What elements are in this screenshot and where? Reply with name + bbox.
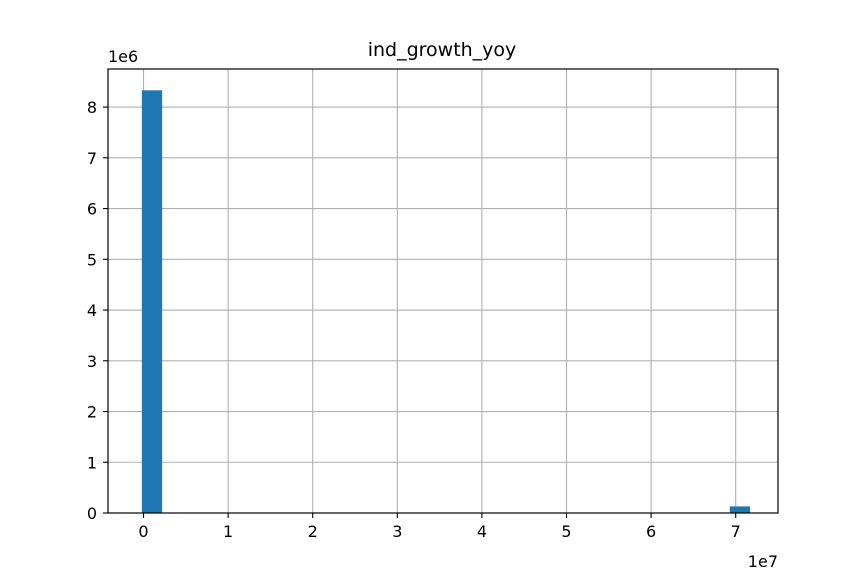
y-tick: 0 — [87, 504, 108, 523]
x-tick-label: 1 — [223, 522, 233, 541]
y-tick: 7 — [87, 149, 108, 168]
y-tick-label: 4 — [87, 301, 97, 320]
x-tick: 0 — [138, 513, 149, 541]
histogram-bars — [141, 90, 751, 513]
y-tick: 3 — [87, 352, 108, 371]
y-tick-label: 0 — [87, 504, 97, 523]
y-tick-label: 8 — [87, 98, 97, 117]
y-tick: 1 — [87, 453, 108, 472]
x-axis: 0 1 2 3 4 5 6 7 — [138, 513, 741, 541]
x-tick-label: 0 — [138, 522, 148, 541]
x-offset-label: 1e7 — [748, 552, 778, 571]
x-tick-label: 6 — [646, 522, 656, 541]
histogram-bar — [141, 90, 163, 513]
x-tick: 6 — [646, 513, 656, 541]
x-tick-label: 4 — [477, 522, 487, 541]
x-tick: 2 — [308, 513, 318, 541]
x-tick: 3 — [392, 513, 402, 541]
chart-title: ind_growth_yoy — [368, 39, 517, 61]
y-offset-label: 1e6 — [108, 47, 138, 66]
gridlines — [108, 69, 778, 514]
y-tick: 5 — [87, 250, 108, 269]
y-tick-label: 6 — [87, 200, 97, 219]
y-axis: 0 1 2 3 4 5 6 7 8 — [87, 98, 108, 523]
x-tick: 4 — [477, 513, 487, 541]
x-tick: 5 — [561, 513, 572, 541]
y-tick: 6 — [87, 200, 108, 219]
y-tick: 8 — [87, 98, 108, 117]
y-tick-label: 5 — [87, 250, 97, 269]
y-tick: 4 — [87, 301, 108, 320]
y-tick-label: 7 — [87, 149, 97, 168]
x-tick: 1 — [223, 513, 233, 541]
y-tick-label: 3 — [87, 352, 97, 371]
y-tick-label: 1 — [87, 453, 97, 472]
x-tick-label: 7 — [731, 522, 741, 541]
y-tick-label: 2 — [87, 403, 97, 422]
x-tick: 7 — [731, 513, 741, 541]
x-tick-label: 2 — [308, 522, 318, 541]
x-tick-label: 3 — [392, 522, 402, 541]
histogram-bar — [729, 506, 751, 513]
x-tick-label: 5 — [561, 522, 571, 541]
plot-frame — [107, 68, 779, 514]
y-tick: 2 — [87, 403, 108, 422]
